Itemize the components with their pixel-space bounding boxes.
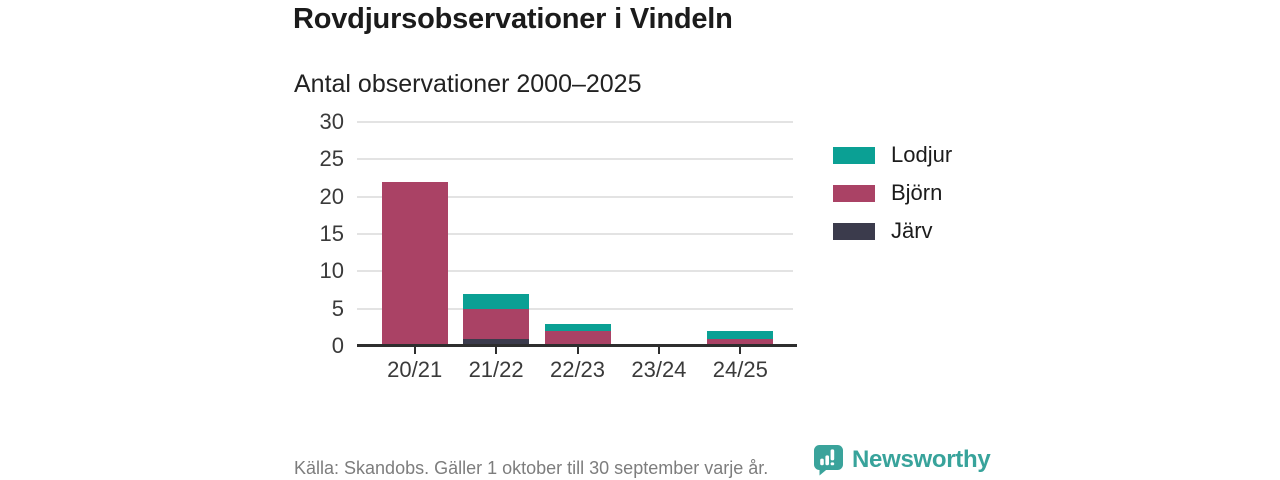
bar-segment-lodjur-22-23	[544, 323, 611, 332]
x-axis-tick	[576, 347, 579, 354]
legend: Lodjur Björn Järv	[833, 143, 952, 243]
chart-subtitle: Antal observationer 2000–2025	[294, 70, 642, 98]
x-axis-tick-label: 22/23	[549, 357, 606, 382]
gridline-5	[357, 307, 793, 310]
x-axis-tick-label: 24/25	[712, 357, 768, 382]
gridline-20	[357, 195, 793, 198]
bar-segment-lodjur-21-22	[463, 293, 530, 309]
legend-swatch-lodjur	[833, 146, 875, 164]
legend-swatch-jarv	[833, 222, 875, 240]
y-axis-tick-label: 15	[319, 221, 344, 246]
x-axis-tick	[657, 347, 660, 354]
bar-segment-bjorn-22-23	[544, 331, 611, 346]
x-axis-tick	[739, 347, 742, 354]
x-axis-tick	[495, 347, 498, 354]
legend-label-lodjur: Lodjur	[891, 142, 953, 167]
legend-swatch-bjorn	[833, 184, 875, 202]
chart-title: Rovdjursobservationer i Vindeln	[293, 3, 733, 35]
y-axis: 0 5 10 15 20 25 30	[244, 109, 344, 358]
y-axis-tick-label: 0	[331, 333, 344, 358]
x-axis-line	[357, 343, 797, 347]
y-axis-tick-label: 30	[319, 109, 344, 134]
gridline-30	[357, 121, 793, 123]
gridline-10	[357, 270, 793, 273]
newsworthy-logo-icon	[814, 445, 843, 476]
bar-segment-jarv-21-22	[463, 338, 530, 346]
x-axis-tick	[413, 347, 416, 354]
newsworthy-wordmark: Newsworthy	[852, 446, 991, 473]
y-axis-tick-label: 5	[331, 295, 344, 321]
x-axis-tick-label: 21/22	[468, 357, 524, 382]
y-axis-tick-label: 20	[319, 183, 344, 209]
plot-area	[357, 121, 797, 354]
legend-item-lodjur: Lodjur	[833, 143, 952, 167]
newsworthy-logo: Newsworthy	[813, 444, 991, 476]
legend-label-bjorn: Björn	[891, 180, 943, 205]
legend-label-jarv: Järv	[891, 218, 933, 243]
bar-segment-bjorn-21-22	[463, 308, 530, 339]
x-axis-tick-label: 23/24	[631, 357, 687, 382]
x-axis-tick-label: 20/21	[387, 357, 443, 382]
x-axis: 20/21 21/22 22/23 23/24 24/25	[357, 357, 797, 387]
gridline-25	[357, 158, 793, 161]
y-axis-tick-label: 25	[319, 146, 344, 172]
bar-segment-bjorn-20-21	[381, 181, 448, 346]
source-note: Källa: Skandobs. Gäller 1 oktober till 3…	[294, 458, 769, 478]
gridline-15	[357, 233, 793, 235]
legend-item-bjorn: Björn	[833, 181, 952, 205]
bar-segment-bjorn-24-25	[707, 338, 774, 346]
bar-segment-lodjur-24-25	[707, 331, 774, 339]
y-axis-tick-label: 10	[319, 258, 344, 284]
legend-item-jarv: Järv	[833, 219, 952, 243]
